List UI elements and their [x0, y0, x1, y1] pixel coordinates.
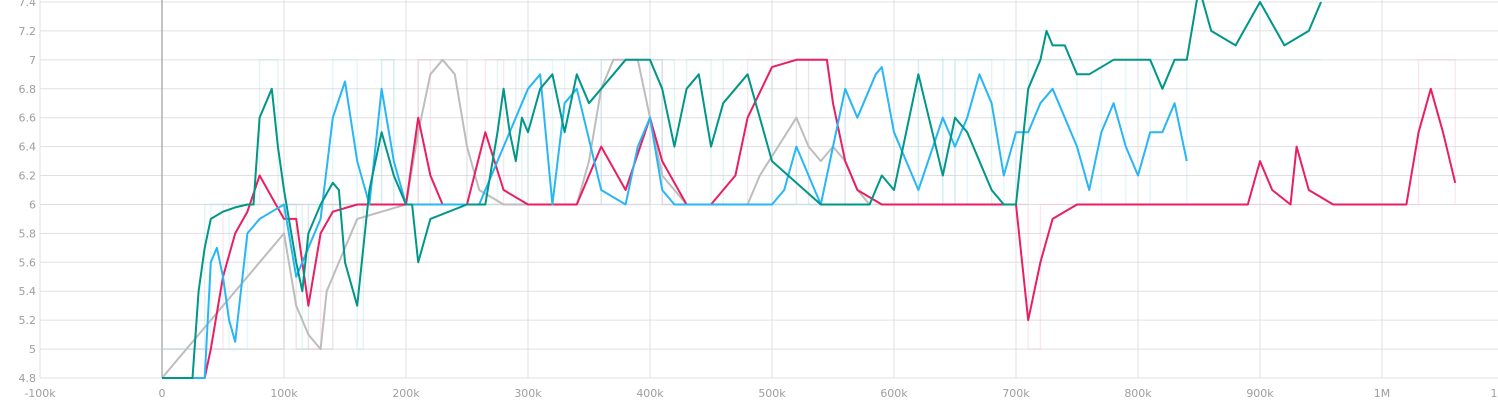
y-tick-label: 7 — [29, 54, 36, 67]
y-tick-label: 5.2 — [19, 314, 37, 327]
y-tick-label: 5.6 — [19, 256, 37, 269]
x-tick-label: 500k — [758, 387, 786, 400]
smoothed-series-line — [162, 58, 1457, 379]
x-tick-label: 1.1M — [1491, 387, 1498, 400]
y-tick-label: 5 — [29, 343, 36, 356]
x-tick-label: 1M — [1374, 387, 1391, 400]
x-tick-label: 700k — [1002, 387, 1030, 400]
x-tick-label: 300k — [514, 387, 542, 400]
axis-tick-labels: 4.8 5 5.2 5.4 5.6 5.8 6 6.2 6.4 6.6 6.8 7 7.2 7.4 -100… — [19, 0, 1498, 400]
y-tick-label: 5.8 — [19, 227, 37, 240]
x-tick-label: 200k — [392, 387, 420, 400]
y-tick-label: 6.4 — [19, 141, 37, 154]
y-tick-label: 6.2 — [19, 170, 37, 183]
x-tick-label: 400k — [636, 387, 664, 400]
smoothed-series-layer — [161, 0, 1457, 379]
smoothed-series-line — [162, 0, 1322, 379]
x-tick-label: -100k — [24, 387, 56, 400]
x-tick-label: 600k — [880, 387, 908, 400]
x-tick-label: 0 — [159, 387, 166, 400]
y-tick-label: 7.4 — [19, 0, 37, 9]
y-tick-label: 6.6 — [19, 112, 37, 125]
y-tick-label: 7.2 — [19, 25, 37, 38]
x-tick-label: 900k — [1246, 387, 1274, 400]
y-tick-label: 4.8 — [19, 372, 37, 385]
y-tick-label: 6.8 — [19, 83, 37, 96]
x-tick-label: 800k — [1124, 387, 1152, 400]
grid — [39, 0, 1498, 379]
x-tick-label: 100k — [270, 387, 298, 400]
raw-series-line — [162, 59, 1321, 350]
y-tick-label: 6 — [29, 198, 36, 211]
y-tick-label: 5.4 — [19, 285, 37, 298]
